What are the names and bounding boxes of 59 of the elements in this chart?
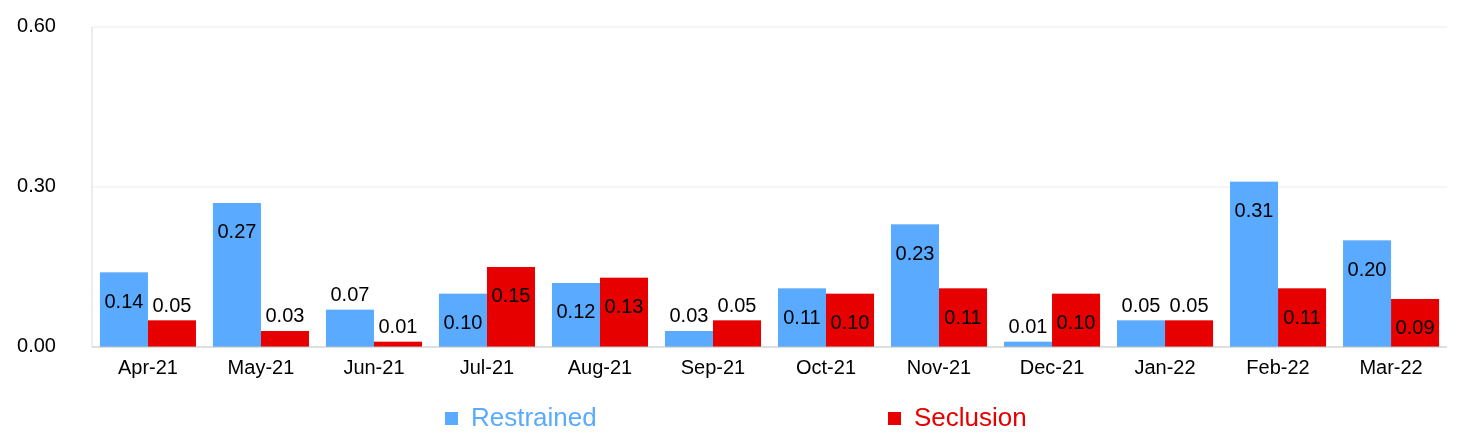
x-tick-label: Jun-21 bbox=[343, 356, 405, 379]
data-label: 0.10 bbox=[443, 310, 483, 333]
bar bbox=[713, 320, 762, 347]
legend-label: Seclusion bbox=[914, 401, 1027, 432]
x-tick-label: Apr-21 bbox=[117, 356, 178, 379]
x-tick-label: Jan-22 bbox=[1134, 356, 1196, 379]
bar bbox=[325, 309, 374, 347]
data-label: 0.01 bbox=[378, 314, 418, 337]
data-label: 0.12 bbox=[556, 300, 596, 323]
legend-label: Restrained bbox=[471, 401, 597, 432]
y-tick-label: 0.60 bbox=[17, 14, 56, 37]
x-tick-label: Oct-21 bbox=[795, 356, 857, 379]
x-tick-label: Nov-21 bbox=[906, 356, 972, 379]
data-label: 0.05 bbox=[152, 293, 192, 316]
data-label: 0.10 bbox=[1056, 310, 1096, 333]
x-tick-label: Dec-21 bbox=[1019, 356, 1085, 379]
bar bbox=[1165, 320, 1214, 347]
data-label: 0.11 bbox=[1283, 305, 1321, 328]
bar bbox=[599, 277, 649, 347]
bar bbox=[486, 267, 535, 347]
data-label: 0.15 bbox=[491, 284, 531, 307]
x-tick-label: Feb-22 bbox=[1246, 356, 1310, 379]
data-label: 0.07 bbox=[330, 282, 370, 305]
bar bbox=[99, 272, 148, 347]
data-label: 0.05 bbox=[1169, 293, 1209, 316]
bar bbox=[1230, 181, 1279, 347]
x-tick-label: Sep-21 bbox=[680, 356, 746, 379]
data-label: 0.03 bbox=[669, 304, 709, 327]
x-tick-label: Mar-22 bbox=[1359, 356, 1423, 379]
x-tick-label: Jul-21 bbox=[459, 356, 515, 379]
bar bbox=[1343, 240, 1392, 347]
data-label: 0.31 bbox=[1234, 198, 1274, 221]
y-tick-label: 0.00 bbox=[17, 334, 56, 357]
bar bbox=[551, 283, 600, 347]
bar bbox=[212, 203, 261, 347]
data-label: 0.01 bbox=[1008, 314, 1048, 337]
data-label: 0.13 bbox=[604, 294, 644, 317]
x-tick-label: May-21 bbox=[227, 356, 295, 379]
data-label: 0.10 bbox=[830, 310, 870, 333]
bar bbox=[777, 288, 827, 347]
data-label: 0.14 bbox=[104, 289, 144, 312]
bar bbox=[1278, 288, 1327, 347]
data-label: 0.20 bbox=[1347, 257, 1387, 280]
x-tick-label: Aug-21 bbox=[567, 356, 633, 379]
bar bbox=[147, 320, 196, 347]
bar bbox=[664, 331, 713, 347]
data-label: 0.09 bbox=[1395, 316, 1435, 339]
bar bbox=[1117, 320, 1166, 347]
data-label: 0.27 bbox=[217, 220, 257, 243]
bar bbox=[939, 288, 988, 347]
y-tick-label: 0.30 bbox=[17, 174, 56, 197]
data-label: 0.23 bbox=[895, 241, 935, 264]
data-label: 0.11 bbox=[783, 305, 821, 328]
data-label: 0.03 bbox=[265, 304, 305, 327]
bar bbox=[890, 224, 940, 347]
data-label: 0.05 bbox=[717, 293, 757, 316]
bar bbox=[260, 331, 309, 347]
data-label: 0.05 bbox=[1121, 293, 1161, 316]
data-label: 0.11 bbox=[944, 305, 982, 328]
